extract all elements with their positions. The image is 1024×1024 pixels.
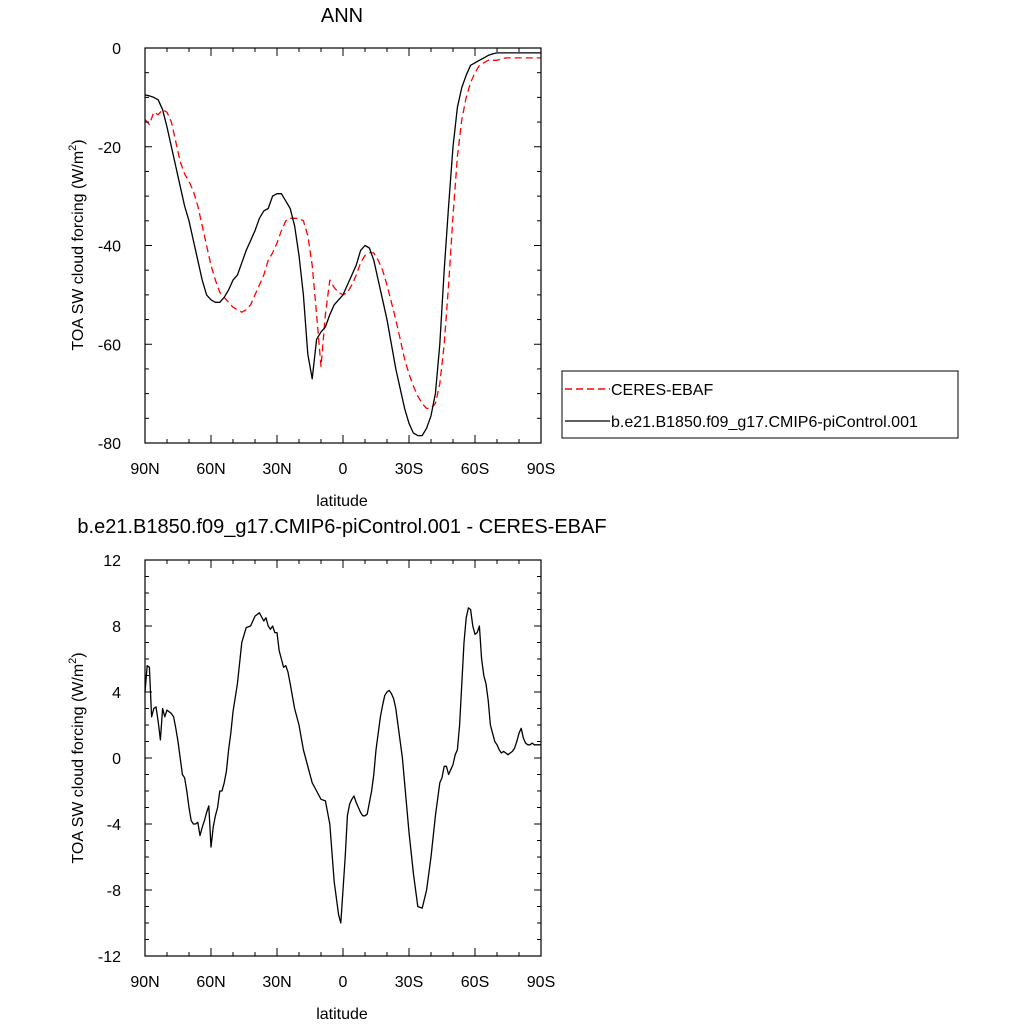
top-x-axis-label: latitude [316, 493, 368, 510]
top-plot-frame [144, 47, 542, 444]
top-xtick-label-3: 0 [339, 461, 348, 478]
top-chart: ANN 0 -20 -40 -60 -80 90N 60N 30N 0 30S 60S 90S TOA… [67, 5, 555, 510]
legend-frame [561, 370, 959, 439]
bottom-ticks-group: 12 8 4 0 -4 -8 -12 90N 60N 30N 0 30S 60S 90S [98, 553, 555, 991]
bottom-chart-title: b.e21.B1850.f09_g17.CMIP6-piControl.001 … [77, 516, 606, 538]
top-xtick-label-2: 30N [262, 461, 291, 478]
top-series-group [144, 52, 541, 437]
top-y-label-main: TOA SW cloud forcing (W/m [70, 151, 87, 351]
top-series-line-0 [144, 57, 541, 410]
bottom-ytick-label-1: 8 [112, 619, 121, 636]
legend-label-ceres: CERES-EBAF [611, 382, 713, 399]
legend-label-model: b.e21.B1850.f09_g17.CMIP6-piControl.001 [611, 414, 918, 431]
bottom-ytick-label-6: -12 [98, 949, 121, 966]
top-chart-title: ANN [321, 5, 363, 27]
bottom-xtick-label-2: 30N [262, 974, 291, 991]
bottom-ytick-label-4: -4 [107, 817, 121, 834]
top-ytick-label-4: -80 [98, 436, 121, 453]
bottom-xtick-label-5: 60S [461, 974, 489, 991]
top-ytick-label-2: -40 [98, 239, 121, 256]
top-xtick-label-0: 90N [130, 461, 159, 478]
top-xtick-label-4: 30S [395, 461, 423, 478]
bottom-xtick-label-6: 90S [527, 974, 555, 991]
bottom-xtick-label-3: 0 [339, 974, 348, 991]
top-y-label-sup: 2 [67, 145, 79, 151]
bottom-y-label-main: TOA SW cloud forcing (W/m [70, 664, 87, 864]
top-xtick-label-6: 90S [527, 461, 555, 478]
top-y-label-close: ) [70, 139, 87, 144]
bottom-x-axis-label: latitude [316, 1006, 368, 1023]
top-ytick-label-0: 0 [112, 41, 121, 58]
top-ytick-label-1: -20 [98, 140, 121, 157]
top-xtick-label-5: 60S [461, 461, 489, 478]
top-series-line-1 [144, 52, 541, 437]
bottom-y-axis-label: TOA SW cloud forcing (W/m2) [67, 652, 87, 863]
top-ytick-label-3: -60 [98, 337, 121, 354]
bottom-ytick-label-3: 0 [112, 751, 121, 768]
bottom-y-label-sup: 2 [67, 658, 79, 664]
bottom-series-group [144, 607, 541, 924]
bottom-series-line-0 [144, 607, 541, 924]
bottom-xtick-label-0: 90N [130, 974, 159, 991]
bottom-chart: b.e21.B1850.f09_g17.CMIP6-piControl.001 … [67, 516, 607, 1023]
bottom-ytick-label-0: 12 [103, 553, 121, 570]
bottom-y-label-close: ) [70, 652, 87, 657]
top-y-axis-label: TOA SW cloud forcing (W/m2) [67, 139, 87, 350]
bottom-xtick-label-4: 30S [395, 974, 423, 991]
bottom-xtick-label-1: 60N [196, 974, 225, 991]
bottom-ytick-label-2: 4 [112, 685, 121, 702]
bottom-ytick-label-5: -8 [107, 883, 121, 900]
top-ticks-group: 0 -20 -40 -60 -80 90N 60N 30N 0 30S 60S 90S [98, 41, 555, 478]
top-xtick-label-1: 60N [196, 461, 225, 478]
legend: CERES-EBAF b.e21.B1850.f09_g17.CMIP6-piC… [561, 370, 959, 439]
